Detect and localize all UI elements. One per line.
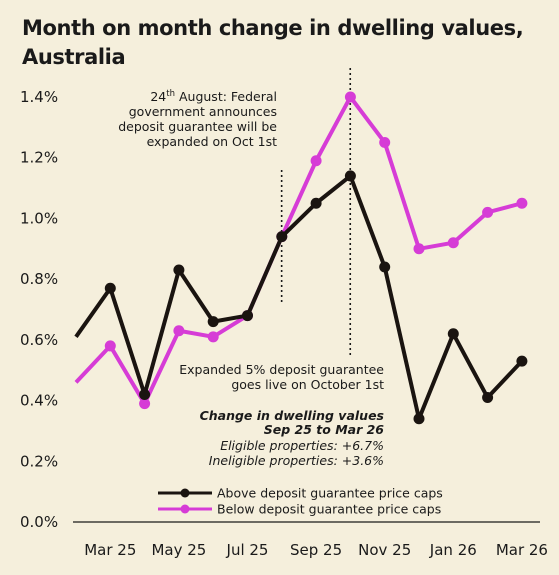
data-point: [207, 331, 219, 343]
y-tick-label: 0.8%: [20, 270, 58, 288]
annotation-text: goes live on October 1st: [231, 377, 384, 392]
summary-line: Eligible properties: +6.7%: [220, 438, 384, 453]
data-point: [379, 261, 391, 273]
y-tick-label: 0.2%: [20, 452, 58, 470]
data-point: [344, 91, 356, 103]
annotation-text: expanded on Oct 1st: [147, 134, 278, 149]
annotation-text: deposit guarantee will be: [118, 119, 277, 134]
series-line: [74, 95, 523, 406]
annotation-text: 24th August: Federal: [150, 89, 277, 104]
data-point: [104, 282, 116, 294]
chart-title: Month on month change in dwelling values…: [22, 16, 524, 69]
data-point: [310, 155, 322, 167]
data-point: [482, 392, 494, 404]
data-point: [242, 310, 253, 322]
data-point: [516, 355, 528, 367]
summary-line: Ineligible properties: +3.6%: [209, 453, 384, 468]
data-point: [413, 413, 425, 425]
data-point: [516, 197, 528, 209]
data-point: [447, 237, 459, 249]
x-tick-label: Nov 25: [358, 541, 411, 559]
data-point: [173, 325, 185, 337]
x-tick-label: May 25: [151, 541, 206, 559]
data-point: [413, 243, 425, 255]
annotation-text: government announces: [129, 104, 277, 119]
legend-swatch-marker: [180, 488, 190, 498]
data-point: [379, 137, 391, 149]
y-tick-label: 0.6%: [20, 331, 58, 349]
data-point: [310, 197, 322, 209]
legend-label: Below deposit guarantee price caps: [217, 502, 441, 517]
y-tick-label: 1.2%: [20, 149, 58, 167]
x-tick-label: Sep 25: [290, 541, 342, 559]
y-tick-label: 1.0%: [20, 209, 58, 227]
y-tick-label: 1.4%: [20, 88, 58, 106]
x-tick-label: Jul 25: [226, 541, 269, 559]
data-point: [447, 328, 459, 340]
y-axis: 0.0% 0.2% 0.4% 0.6% 0.8% 1.0% 1.2% 1.4%: [20, 88, 540, 531]
x-tick-label: Mar 25: [84, 541, 136, 559]
x-tick-label: Mar 26: [496, 541, 548, 559]
data-point: [173, 264, 185, 276]
y-tick-label: 0.0%: [20, 513, 58, 531]
y-tick-label: 0.4%: [20, 392, 58, 410]
x-tick-label: Jan 26: [429, 541, 477, 559]
annotation-text: Expanded 5% deposit guarantee: [179, 362, 384, 377]
series-layer: [74, 91, 528, 425]
data-point: [276, 231, 288, 243]
legend-label: Above deposit guarantee price caps: [217, 486, 443, 501]
data-point: [207, 316, 219, 328]
data-point: [104, 340, 116, 352]
data-point: [139, 389, 151, 400]
data-point: [482, 206, 494, 218]
data-point: [344, 170, 356, 182]
summary-title: Change in dwelling values: [200, 408, 384, 423]
legend-swatch-marker: [180, 504, 190, 514]
summary-title: Sep 25 to Mar 26: [264, 422, 385, 437]
x-axis: Mar 25 May 25 Jul 25 Sep 25 Nov 25 Jan 26 Mar …: [84, 541, 548, 559]
series-line: [74, 173, 524, 421]
data-point: [139, 398, 151, 410]
legend: Above deposit guarantee price capsBelow …: [158, 486, 443, 517]
